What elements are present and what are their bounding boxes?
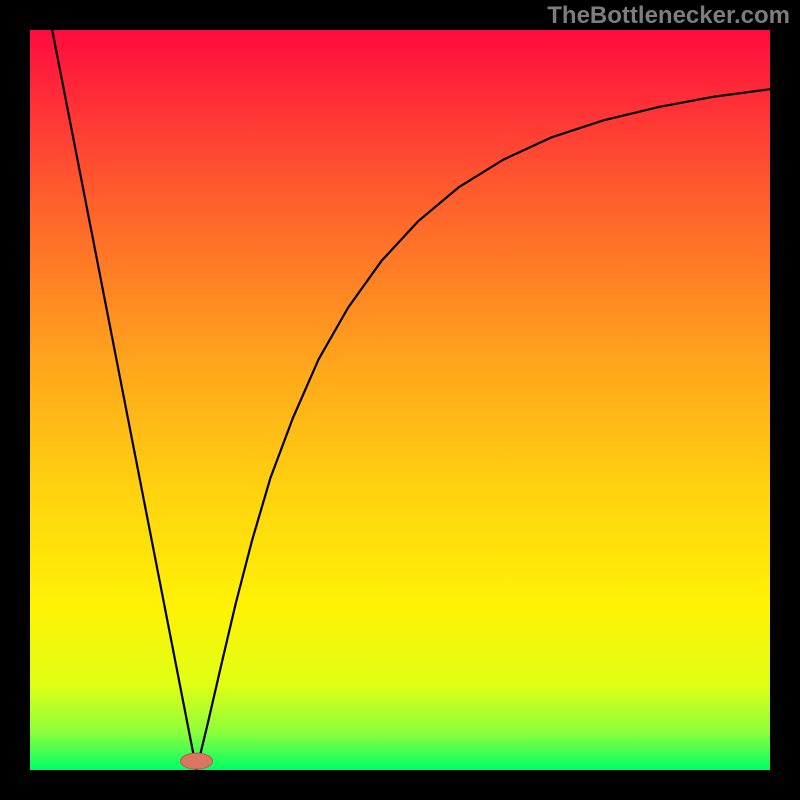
min-marker xyxy=(181,753,213,769)
plot-area xyxy=(30,30,770,770)
chart-container: TheBottlenecker.com xyxy=(0,0,800,800)
gradient-background xyxy=(30,30,770,770)
plot-svg xyxy=(30,30,770,770)
watermark-text: TheBottlenecker.com xyxy=(547,2,790,30)
